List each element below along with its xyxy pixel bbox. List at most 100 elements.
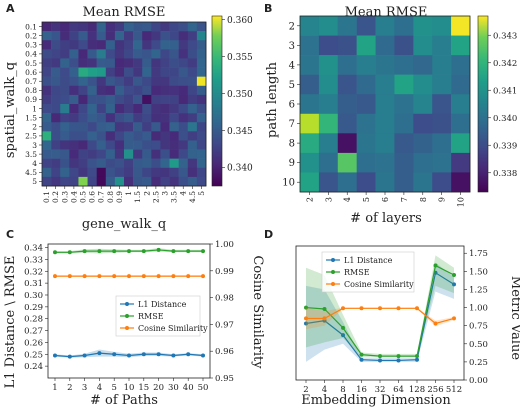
heatmap-cell bbox=[69, 85, 79, 96]
heatmap-cell bbox=[432, 74, 452, 95]
series-point bbox=[53, 353, 57, 358]
y-tick-label: 1.00 bbox=[469, 304, 488, 314]
series-point bbox=[156, 247, 161, 252]
y-tick-label: 0.7 bbox=[25, 77, 37, 86]
series-point bbox=[97, 274, 102, 279]
chart-d-xlabel: Embedding Dimension bbox=[301, 393, 451, 408]
heatmap-cell bbox=[42, 94, 52, 105]
y-left-tick-label: 0.24 bbox=[24, 362, 43, 372]
heatmap-cell bbox=[114, 158, 125, 169]
heatmap-cell bbox=[169, 149, 179, 159]
heatmap-cell bbox=[151, 94, 161, 105]
x-tick-label: 2 bbox=[142, 191, 151, 196]
heatmap-cell bbox=[337, 133, 357, 154]
heatmap-cell bbox=[300, 74, 320, 95]
heatmap-cell bbox=[178, 140, 189, 150]
legend-label: L1 Distance bbox=[138, 300, 187, 309]
heatmap-cell bbox=[105, 67, 116, 77]
series-point bbox=[415, 354, 419, 359]
series-point bbox=[378, 306, 382, 311]
heatmap-cell bbox=[42, 131, 52, 141]
heatmap-cell bbox=[133, 122, 143, 132]
series-point bbox=[171, 249, 176, 254]
heatmap-cell bbox=[178, 122, 189, 132]
y-tick-label: 0.2 bbox=[25, 31, 37, 40]
heatmap-cell bbox=[432, 133, 452, 154]
heatmap-cell bbox=[375, 172, 395, 193]
heatmap-cell bbox=[169, 67, 179, 77]
heatmap-cell bbox=[375, 113, 395, 134]
heatmap-cell bbox=[96, 94, 107, 105]
heatmap-cell bbox=[96, 76, 107, 87]
heatmap-cell bbox=[69, 131, 79, 141]
heatmap-cell bbox=[60, 22, 70, 32]
heatmap-cell bbox=[96, 40, 107, 50]
heatmap-cell bbox=[114, 22, 125, 32]
heatmap-cell bbox=[114, 31, 125, 41]
heatmap-cell bbox=[105, 176, 116, 187]
heatmap-cell bbox=[51, 85, 61, 96]
series-point bbox=[396, 306, 401, 311]
y-tick-label: 9 bbox=[289, 158, 295, 169]
x-tick-label: 3 bbox=[82, 383, 87, 393]
heatmap-cell bbox=[114, 167, 125, 178]
heatmap-cell bbox=[178, 40, 189, 50]
heatmap-cell bbox=[42, 149, 52, 159]
heatmap-cell bbox=[60, 31, 70, 41]
heatmap-cell bbox=[187, 58, 198, 68]
heatmap-cell bbox=[318, 152, 339, 173]
heatmap-cell bbox=[187, 40, 198, 50]
heatmap-cell bbox=[87, 31, 97, 41]
heatmap-cell bbox=[124, 58, 134, 68]
heatmap-cell bbox=[133, 176, 143, 187]
chart-a-xlabel: gene_walk_q bbox=[82, 217, 166, 232]
heatmap-cell bbox=[160, 131, 170, 141]
y-tick-label: 0.1 bbox=[25, 22, 37, 31]
heatmap-cell bbox=[69, 113, 79, 123]
colorbar-tick-label: 0.355 bbox=[227, 53, 253, 63]
x-tick-label: 4 bbox=[179, 191, 188, 196]
heatmap-cell bbox=[51, 113, 61, 123]
heatmap-cell bbox=[42, 167, 52, 178]
y-tick-label: 1.50 bbox=[469, 267, 488, 277]
heatmap-cell bbox=[432, 172, 452, 193]
heatmap-cell bbox=[318, 35, 339, 56]
heatmap-cell bbox=[69, 31, 79, 41]
heatmap-cell bbox=[196, 104, 207, 114]
heatmap-cell bbox=[96, 113, 107, 123]
heatmap-cell bbox=[69, 167, 79, 178]
x-tick-label: 2 bbox=[67, 383, 72, 393]
heatmap-cell bbox=[196, 67, 207, 77]
chart-c-ylabel-right: Cosine Similarity bbox=[250, 255, 265, 369]
heatmap-cell bbox=[87, 76, 97, 87]
series-point bbox=[112, 274, 117, 279]
series-point bbox=[141, 274, 146, 279]
heatmap-cell bbox=[133, 140, 143, 150]
heatmap-cell bbox=[42, 40, 52, 50]
heatmap-cell bbox=[114, 113, 125, 123]
heatmap-cell bbox=[151, 58, 161, 68]
heatmap-cell bbox=[133, 31, 143, 41]
heatmap-cell bbox=[105, 85, 116, 96]
heatmap-cell bbox=[196, 85, 207, 96]
y-left-tick-label: 0.26 bbox=[24, 338, 43, 348]
heatmap-cell bbox=[356, 74, 376, 95]
heatmap-cell bbox=[375, 74, 395, 95]
heatmap-cell bbox=[300, 133, 320, 154]
heatmap-cell bbox=[169, 31, 179, 41]
x-tick-label: 3 bbox=[161, 191, 170, 196]
heatmap-cell bbox=[42, 158, 52, 169]
series-point bbox=[112, 249, 117, 254]
x-tick-label: 4.5 bbox=[188, 191, 197, 203]
chart-d-ylabel-right: Metric Value bbox=[508, 276, 520, 360]
y-tick-label: 4.5 bbox=[25, 168, 37, 177]
series-point bbox=[341, 325, 345, 330]
heatmap-cell bbox=[87, 176, 97, 187]
colorbar-tick-label: 0.340 bbox=[493, 114, 517, 124]
heatmap-cell bbox=[114, 76, 125, 87]
heatmap-cell bbox=[375, 16, 395, 36]
heatmap-cell bbox=[133, 85, 143, 96]
heatmap-cell bbox=[196, 176, 207, 187]
chart-b: 2 3 4 5 6 7 8 9 10 2 3 4 5 6 7 8 9 10 0.338 0.339 0.340 0.341… bbox=[282, 15, 517, 207]
heatmap-cell bbox=[69, 122, 79, 132]
